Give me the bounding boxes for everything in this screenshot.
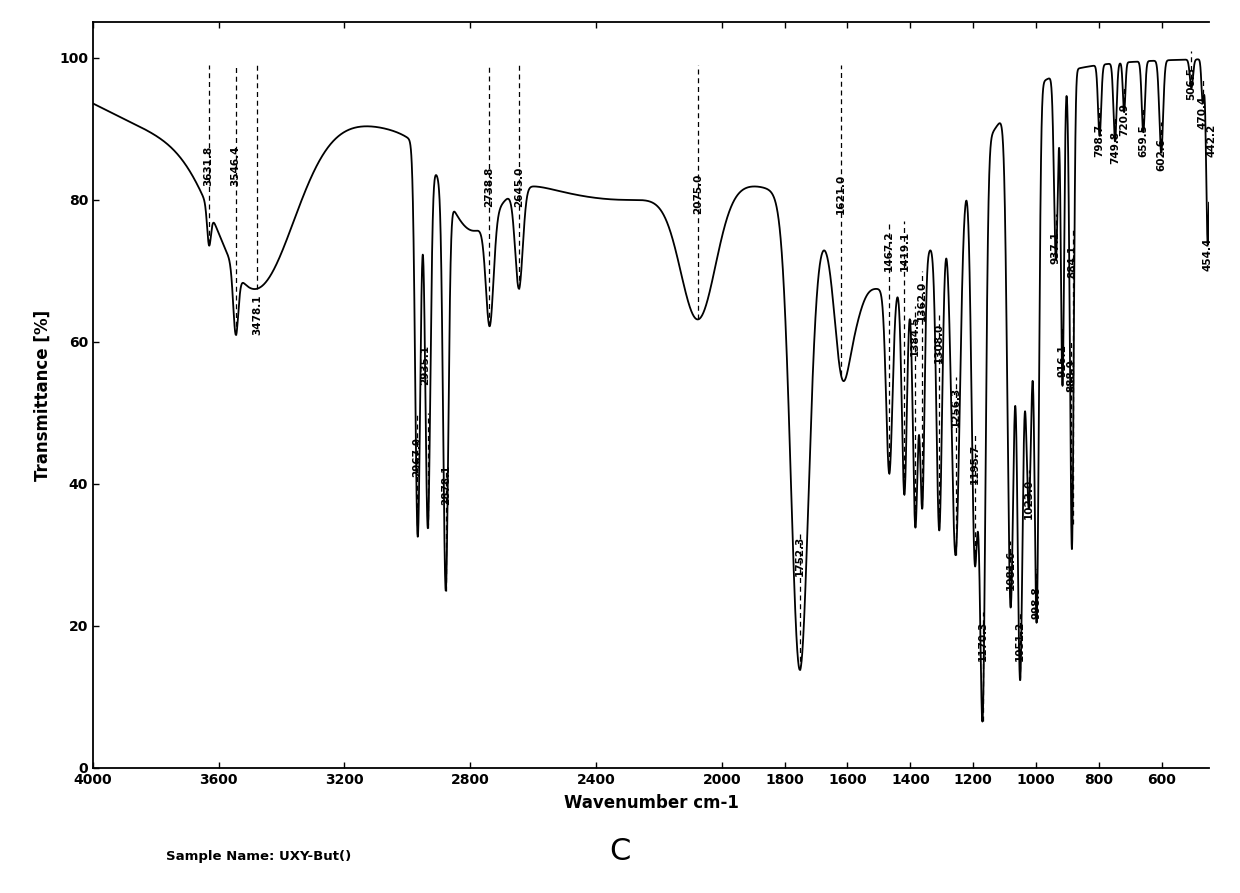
Text: 1419.1: 1419.1 <box>899 230 909 271</box>
Text: 798.7: 798.7 <box>1095 124 1105 157</box>
Text: 2878.1: 2878.1 <box>440 465 450 505</box>
Text: 1384.5: 1384.5 <box>910 316 920 356</box>
Text: 2645.0: 2645.0 <box>513 167 525 207</box>
Text: 888.9: 888.9 <box>1066 359 1076 392</box>
Text: 3478.1: 3478.1 <box>252 295 262 335</box>
Text: 659.5: 659.5 <box>1138 124 1148 157</box>
Text: 470.4: 470.4 <box>1198 96 1208 129</box>
Text: 1023.0: 1023.0 <box>1024 480 1034 520</box>
Text: 602.6: 602.6 <box>1156 138 1166 171</box>
Text: 3631.8: 3631.8 <box>203 146 213 186</box>
Text: 2738.8: 2738.8 <box>485 167 495 207</box>
Text: 3546.4: 3546.4 <box>231 146 241 186</box>
Text: 937.1: 937.1 <box>1050 230 1061 263</box>
Y-axis label: Transmittance [%]: Transmittance [%] <box>35 310 52 480</box>
Text: 442.2: 442.2 <box>1207 124 1216 157</box>
Text: 749.8: 749.8 <box>1110 131 1120 164</box>
Text: 1308.0: 1308.0 <box>934 323 945 363</box>
Text: 1256.3: 1256.3 <box>951 387 961 427</box>
Text: 2075.0: 2075.0 <box>693 174 703 214</box>
Text: 998.8: 998.8 <box>1032 586 1042 619</box>
Text: 2935.1: 2935.1 <box>420 345 430 385</box>
Text: 1195.7: 1195.7 <box>970 444 980 484</box>
Text: 884.1: 884.1 <box>1068 245 1078 278</box>
Text: 1081.6: 1081.6 <box>1006 550 1016 590</box>
Text: 1362.0: 1362.0 <box>918 280 928 321</box>
Text: 1051.2: 1051.2 <box>1016 622 1025 662</box>
Text: Sample Name: UXY-But(): Sample Name: UXY-But() <box>166 850 351 863</box>
Text: 1467.2: 1467.2 <box>884 230 894 271</box>
Text: 454.4: 454.4 <box>1203 238 1213 271</box>
Text: 1170.3: 1170.3 <box>977 622 987 662</box>
Text: 720.9: 720.9 <box>1118 103 1128 136</box>
Text: C: C <box>609 838 631 866</box>
X-axis label: Wavenumber cm-1: Wavenumber cm-1 <box>563 794 739 812</box>
Text: 1752.3: 1752.3 <box>795 536 805 576</box>
Text: 1621.0: 1621.0 <box>836 174 846 214</box>
Text: 916.1: 916.1 <box>1058 345 1068 378</box>
Text: 506.5: 506.5 <box>1187 68 1197 100</box>
Text: 2967.9: 2967.9 <box>413 437 423 477</box>
